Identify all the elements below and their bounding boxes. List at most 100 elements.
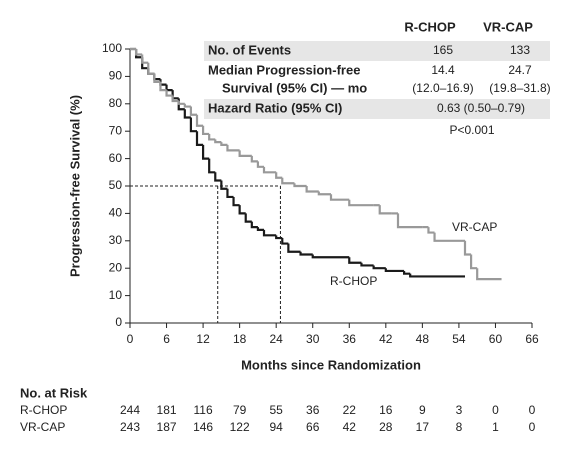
x-axis-title: Months since Randomization [241, 357, 421, 372]
risk-count: 187 [157, 420, 177, 434]
x-tick-label: 36 [343, 332, 357, 346]
risk-count: 0 [492, 403, 499, 417]
km-step [195, 114, 204, 127]
km-step [275, 235, 283, 240]
cell: 165 [433, 43, 453, 57]
risk-count: 122 [230, 420, 250, 434]
km-step [134, 49, 143, 56]
km-step [378, 205, 392, 215]
km-step [305, 186, 319, 193]
risk-count: 16 [379, 403, 393, 417]
x-tick-label: 6 [163, 332, 170, 346]
km-step [141, 54, 149, 64]
y-tick-label: 80 [109, 96, 123, 110]
risk-row-name: R-CHOP [20, 403, 67, 417]
y-tick-label: 60 [109, 151, 123, 165]
y-tick-label: 50 [109, 178, 123, 192]
risk-count: 79 [233, 403, 247, 417]
km-step [311, 254, 350, 259]
y-tick-label: 40 [109, 206, 123, 220]
km-step [287, 243, 301, 253]
p-value: P<0.001 [449, 123, 494, 137]
km-step [238, 205, 246, 215]
km-step [250, 155, 258, 163]
x-tick-label: 54 [452, 332, 466, 346]
km-step [299, 251, 313, 256]
km-step [293, 183, 307, 188]
risk-count: 181 [157, 403, 177, 417]
km-step [396, 213, 423, 229]
risk-count: 66 [306, 420, 320, 434]
x-tick-label: 42 [379, 332, 393, 346]
cell: (19.8–31.8) [489, 81, 550, 95]
km-step [189, 106, 197, 116]
risk-count: 8 [456, 420, 463, 434]
row-label: Hazard Ratio (95% CI) [208, 100, 342, 115]
risk-count: 146 [193, 420, 213, 434]
y-tick-label: 0 [115, 315, 122, 329]
risk-count: 244 [120, 403, 140, 417]
km-step [147, 62, 155, 75]
km-step [427, 227, 435, 234]
risk-count: 3 [456, 403, 463, 417]
km-step [250, 221, 258, 229]
km-step [177, 101, 185, 105]
y-tick-label: 30 [109, 233, 123, 247]
risk-count: 28 [379, 420, 393, 434]
km-step [275, 172, 283, 179]
cell: 0.63 (0.50–0.79) [437, 101, 525, 115]
km-step [226, 188, 234, 199]
column-header: R-CHOP [404, 19, 456, 34]
km-step [183, 109, 191, 119]
km-step [165, 84, 173, 92]
km-step [208, 133, 216, 141]
risk-count: 0 [529, 420, 536, 434]
km-step [220, 180, 228, 190]
x-tick-label: 30 [306, 332, 320, 346]
km-step [317, 191, 331, 196]
row-label: Median Progression-free [208, 62, 360, 77]
risk-title: No. at Risk [20, 385, 88, 400]
column-header: VR-CAP [483, 19, 533, 34]
x-tick-label: 24 [270, 332, 284, 346]
risk-count: 9 [419, 403, 426, 417]
km-step [189, 117, 197, 133]
km-step [402, 270, 411, 275]
x-tick-label: 12 [196, 332, 210, 346]
km-step [165, 90, 173, 97]
km-step [220, 142, 228, 146]
km-step [281, 238, 289, 245]
km-step [232, 196, 240, 207]
km-step [463, 240, 472, 256]
risk-count: 1 [492, 420, 499, 434]
km-step [262, 229, 277, 237]
cell: 133 [510, 43, 530, 57]
risk-count: 116 [194, 403, 213, 417]
cell: 14.4 [431, 63, 455, 77]
risk-count: 243 [120, 420, 140, 434]
y-tick-label: 90 [109, 69, 123, 83]
km-step [433, 232, 465, 242]
km-step [348, 257, 362, 264]
km-step [159, 81, 167, 92]
km-step [171, 95, 179, 103]
km-step [256, 161, 264, 168]
km-step [262, 166, 277, 174]
y-tick-label: 10 [109, 288, 123, 302]
row-shade [204, 41, 550, 61]
x-tick-label: 0 [127, 332, 134, 346]
km-step [226, 144, 240, 152]
risk-count: 17 [416, 420, 430, 434]
cell: 24.7 [508, 63, 532, 77]
y-tick-label: 70 [109, 123, 123, 137]
km-step [329, 194, 350, 201]
y-axis-title: Progression-free Survival (%) [67, 95, 82, 277]
risk-count: 0 [529, 403, 536, 417]
x-tick-label: 66 [525, 332, 539, 346]
row-label: No. of Events [208, 42, 291, 57]
cell: (12.0–16.9) [412, 81, 473, 95]
km-step [384, 268, 405, 273]
km-step [256, 227, 264, 231]
km-step [469, 254, 478, 270]
